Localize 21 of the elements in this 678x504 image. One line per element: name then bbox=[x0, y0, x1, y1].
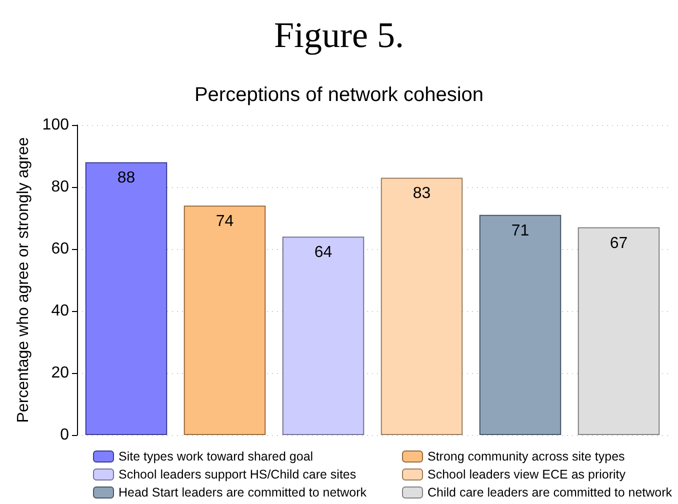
legend-label: Head Start leaders are committed to network bbox=[118, 486, 368, 500]
y-tick-label: 40 bbox=[51, 302, 70, 320]
data-label: 64 bbox=[314, 244, 332, 262]
y-axis-title: Percentage who agree or strongly agree bbox=[14, 137, 32, 423]
y-tick-label: 60 bbox=[51, 240, 70, 258]
y-tick-label: 100 bbox=[42, 116, 70, 134]
chart-subtitle: Perceptions of network cohesion bbox=[194, 84, 484, 106]
data-label: 83 bbox=[412, 185, 431, 202]
legend-label: School leaders view ECE as priority bbox=[428, 468, 626, 482]
legend-label: Strong community across site types bbox=[428, 450, 625, 464]
data-label: 88 bbox=[117, 170, 136, 187]
legend-label: Child care leaders are committed to network bbox=[428, 486, 673, 500]
data-label: 71 bbox=[511, 222, 530, 240]
legend-label: School leaders support HS/Child care sites bbox=[118, 468, 356, 482]
chart-title: Figure 5. bbox=[274, 15, 404, 55]
y-tick-label: 20 bbox=[51, 364, 70, 382]
data-label: 67 bbox=[610, 234, 628, 252]
data-label: 74 bbox=[216, 213, 234, 230]
y-tick-label: 0 bbox=[60, 426, 70, 444]
legend-label: Site types work toward shared goal bbox=[118, 450, 314, 464]
y-tick-label: 80 bbox=[51, 178, 70, 196]
